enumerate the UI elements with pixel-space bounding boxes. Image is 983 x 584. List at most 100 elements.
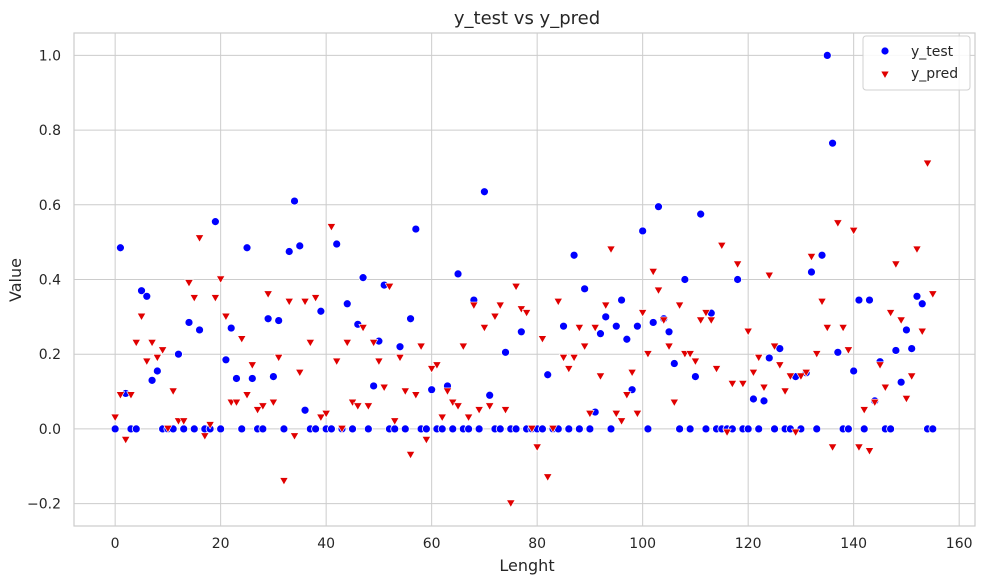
y-tick-label: 0.6 <box>39 198 61 214</box>
y-pred-point <box>152 354 163 363</box>
y-pred-point <box>653 286 664 296</box>
y-pred-point <box>474 406 484 415</box>
y-test-point <box>406 314 415 324</box>
legend-marker-y-test <box>880 46 890 56</box>
y-pred-point <box>479 324 490 333</box>
y-test-point <box>680 275 690 284</box>
y-pred-point <box>727 380 738 389</box>
y-pred-point <box>284 298 294 307</box>
y-pred-point <box>532 443 542 452</box>
y-test-point <box>580 284 590 294</box>
legend-label-y-test: y_test <box>911 44 954 60</box>
y-test-point <box>807 267 816 277</box>
y-test-point <box>485 390 495 400</box>
y-pred-point <box>495 301 505 310</box>
y-test-point <box>843 424 853 434</box>
y-test-point <box>474 424 484 434</box>
y-pred-point <box>147 339 157 348</box>
y-pred-point <box>917 327 927 337</box>
y-pred-point <box>732 260 743 269</box>
x-tick-label: 60 <box>423 536 441 552</box>
y-pred-point <box>711 365 722 374</box>
y-pred-point <box>390 417 400 426</box>
y-test-points <box>110 51 938 434</box>
y-test-point <box>928 424 938 434</box>
y-pred-point <box>321 410 331 419</box>
y-test-point <box>559 321 568 331</box>
y-pred-point <box>611 410 622 419</box>
y-pred-point <box>215 275 226 284</box>
y-pred-point <box>553 298 563 307</box>
y-pred-point <box>411 391 421 400</box>
y-pred-point <box>632 410 643 419</box>
y-test-point <box>226 323 236 333</box>
y-pred-point <box>643 350 653 359</box>
y-pred-point <box>342 339 352 348</box>
y-test-point <box>817 250 827 260</box>
y-axis-label: Value <box>6 258 25 302</box>
y-pred-point <box>627 368 637 378</box>
y-test-point <box>601 312 611 322</box>
y-test-point <box>142 291 152 301</box>
y-test-point <box>849 366 859 376</box>
y-test-point <box>664 327 674 337</box>
y-pred-point <box>458 342 469 352</box>
y-pred-point <box>521 309 532 318</box>
y-test-point <box>859 424 869 434</box>
y-pred-point <box>748 368 759 378</box>
y-pred-point <box>353 402 363 411</box>
y-pred-point <box>384 283 395 292</box>
y-test-point <box>453 269 463 279</box>
y-pred-point <box>537 335 548 344</box>
y-pred-point <box>527 424 537 434</box>
y-pred-point <box>300 298 310 307</box>
y-test-point <box>516 327 526 337</box>
y-test-point <box>669 359 679 368</box>
y-test-point <box>269 372 278 382</box>
x-tick-labels: 0 20 40 60 80 100 120 140 160 <box>111 536 973 552</box>
y-pred-point <box>432 361 442 370</box>
y-pred-point <box>901 395 912 404</box>
x-tick-label: 140 <box>840 536 867 552</box>
x-tick-label: 0 <box>111 536 120 552</box>
y-pred-point <box>569 354 579 363</box>
y-test-point <box>437 424 447 434</box>
y-pred-point <box>115 391 126 400</box>
y-pred-point <box>817 298 827 307</box>
y-test-point <box>638 226 648 236</box>
y-pred-point <box>242 391 252 400</box>
y-pred-point <box>912 245 922 254</box>
y-pred-point <box>769 342 780 352</box>
y-test-point <box>411 224 421 234</box>
y-pred-point <box>168 387 178 396</box>
chart-title: y_test vs y_pred <box>454 8 600 29</box>
y-test-point <box>912 291 922 301</box>
x-tick-label: 120 <box>735 536 762 552</box>
y-test-point <box>311 424 321 434</box>
y-test-point <box>854 295 864 305</box>
plot-frame <box>73 32 976 527</box>
y-test-point <box>363 424 373 434</box>
y-test-point <box>295 241 305 251</box>
y-pred-point <box>405 451 416 460</box>
y-test-point <box>116 243 125 253</box>
y-test-point <box>284 247 294 256</box>
y-test-point <box>622 334 632 344</box>
y-test-point <box>184 318 194 327</box>
y-test-point <box>891 346 901 355</box>
y-pred-point <box>416 342 426 352</box>
y-pred-point <box>110 413 120 422</box>
y-pred-point <box>891 260 901 269</box>
y-test-point <box>648 318 658 327</box>
y-test-point <box>902 325 911 335</box>
y-pred-point <box>753 354 764 363</box>
y-pred-point <box>637 309 648 318</box>
y-pred-point <box>785 372 796 381</box>
y-pred-point <box>200 432 210 441</box>
y-pred-point <box>131 339 141 348</box>
y-pred-point <box>136 312 147 322</box>
y-test-point <box>189 424 199 434</box>
y-pred-point <box>469 301 479 310</box>
y-pred-point <box>801 368 811 378</box>
y-pred-point <box>426 365 437 374</box>
